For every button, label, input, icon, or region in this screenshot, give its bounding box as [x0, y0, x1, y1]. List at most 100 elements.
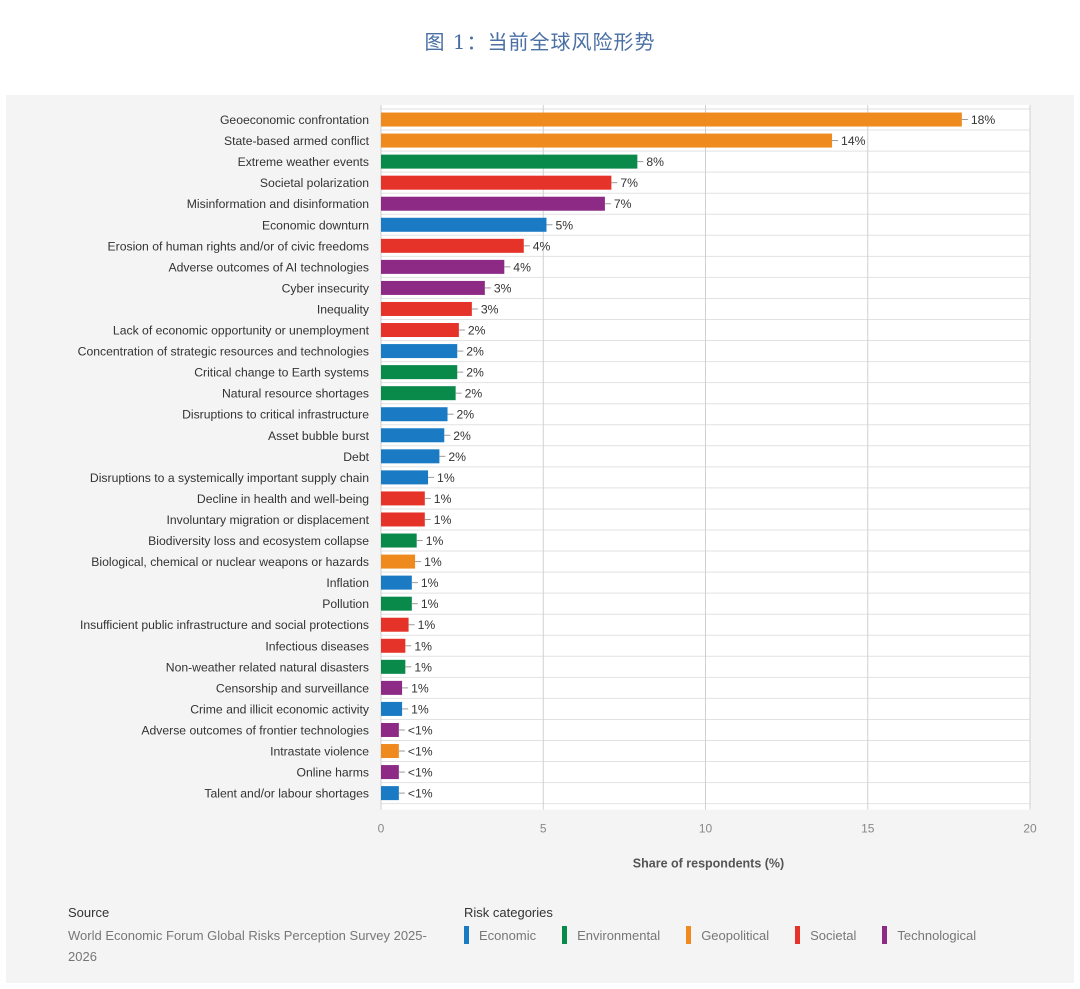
bar	[381, 554, 416, 569]
category-label: Natural resource shortages	[222, 387, 369, 401]
category-label: Extreme weather events	[238, 155, 369, 169]
value-label: 1%	[434, 492, 452, 506]
value-label: 1%	[414, 660, 432, 674]
legend: Economic Environmental Geopolitical Soci…	[464, 926, 1002, 944]
category-label: Involuntary migration or displacement	[166, 513, 369, 527]
bar	[381, 133, 833, 148]
value-label: <1%	[408, 723, 433, 737]
bar	[381, 280, 485, 295]
category-label: Biodiversity loss and ecosystem collapse	[148, 534, 369, 548]
bar	[381, 786, 399, 801]
bar	[381, 344, 458, 359]
x-tick-label: 15	[861, 822, 875, 836]
category-label: Debt	[343, 450, 369, 464]
category-label: Intrastate violence	[270, 745, 369, 759]
value-label: 1%	[418, 618, 436, 632]
category-label: Infectious diseases	[265, 639, 369, 653]
legend-item-geopolitical: Geopolitical	[686, 926, 769, 944]
legend-item-economic: Economic	[464, 926, 536, 944]
bar	[381, 512, 425, 527]
bar	[381, 365, 458, 380]
bar	[381, 491, 425, 506]
bar	[381, 386, 456, 401]
category-label: Lack of economic opportunity or unemploy…	[113, 324, 370, 338]
bar	[381, 154, 638, 169]
value-label: 2%	[448, 450, 466, 464]
bar	[381, 112, 962, 127]
legend-label: Societal	[810, 927, 857, 943]
category-label: Geoeconomic confrontation	[220, 113, 369, 127]
bar	[381, 617, 409, 632]
source-heading: Source	[68, 905, 110, 920]
bar	[381, 175, 612, 190]
value-label: 1%	[437, 471, 455, 485]
value-label: 1%	[424, 555, 442, 569]
bar	[381, 680, 403, 695]
chart-panel: 0 5 10 15 20 Geoeconomic confrontation 18% Stat…	[6, 95, 1074, 983]
x-tick-label: 10	[699, 822, 713, 836]
category-label: Adverse outcomes of AI technologies	[168, 260, 369, 274]
value-label: 2%	[468, 324, 486, 338]
value-label: 1%	[411, 702, 429, 716]
bar	[381, 428, 445, 443]
value-label: 1%	[414, 639, 432, 653]
legend-heading: Risk categories	[464, 905, 553, 920]
value-label: <1%	[408, 787, 433, 801]
value-label: 7%	[614, 197, 632, 211]
value-label: 2%	[457, 408, 475, 422]
category-label: Crime and illicit economic activity	[190, 702, 370, 716]
category-label: Disruptions to critical infrastructure	[182, 408, 369, 422]
source-text: World Economic Forum Global Risks Percep…	[68, 928, 427, 964]
category-label: Non-weather related natural disasters	[166, 660, 369, 674]
bar	[381, 196, 605, 211]
category-label: Disruptions to a systemically important …	[90, 471, 369, 485]
legend-label: Technological	[897, 927, 977, 943]
category-label: Decline in health and well-being	[197, 492, 369, 506]
value-label: 1%	[421, 576, 439, 590]
bar	[381, 638, 406, 653]
x-tick-label: 20	[1023, 822, 1037, 836]
value-label: 1%	[411, 681, 429, 695]
category-label: Talent and/or labour shortages	[204, 787, 369, 801]
x-tick-label: 0	[378, 822, 385, 836]
category-label: Inequality	[317, 302, 370, 316]
legend-swatch	[562, 926, 568, 944]
category-label: Insufficient public infrastructure and s…	[80, 618, 369, 632]
bar	[381, 217, 547, 232]
category-label: Societal polarization	[260, 176, 369, 190]
legend-label: Geopolitical	[701, 927, 770, 943]
bar	[381, 722, 399, 737]
legend-label: Economic	[479, 927, 537, 943]
bar	[381, 449, 440, 464]
bar	[381, 744, 399, 759]
category-label: Concentration of strategic resources and…	[78, 345, 369, 359]
category-label: Adverse outcomes of frontier technologie…	[141, 723, 369, 737]
bar	[381, 470, 429, 485]
category-label: Asset bubble burst	[268, 429, 370, 443]
value-label: 2%	[465, 387, 483, 401]
value-label: 4%	[513, 260, 531, 274]
legend-swatch	[882, 926, 888, 944]
bar	[381, 533, 417, 548]
category-label: Pollution	[322, 597, 369, 611]
value-label: 2%	[453, 429, 471, 443]
category-label: Online harms	[297, 766, 369, 780]
category-label: Erosion of human rights and/or of civic …	[108, 239, 369, 253]
value-label: 1%	[434, 513, 452, 527]
bar	[381, 701, 403, 716]
risk-bar-chart: 0 5 10 15 20 Geoeconomic confrontation 18% Stat…	[78, 105, 1037, 871]
value-label: <1%	[408, 766, 433, 780]
bar	[381, 323, 459, 338]
category-label: Inflation	[326, 576, 369, 590]
category-label: Critical change to Earth systems	[194, 366, 369, 380]
value-label: 1%	[421, 597, 439, 611]
value-label: 18%	[971, 113, 996, 127]
category-label: Misinformation and disinformation	[187, 197, 369, 211]
legend-swatch	[795, 926, 801, 944]
x-axis-title: Share of respondents (%)	[633, 857, 784, 871]
bar	[381, 765, 399, 780]
value-label: 3%	[481, 302, 499, 316]
legend-swatch	[686, 926, 692, 944]
value-label: <1%	[408, 745, 433, 759]
bar	[381, 659, 406, 674]
